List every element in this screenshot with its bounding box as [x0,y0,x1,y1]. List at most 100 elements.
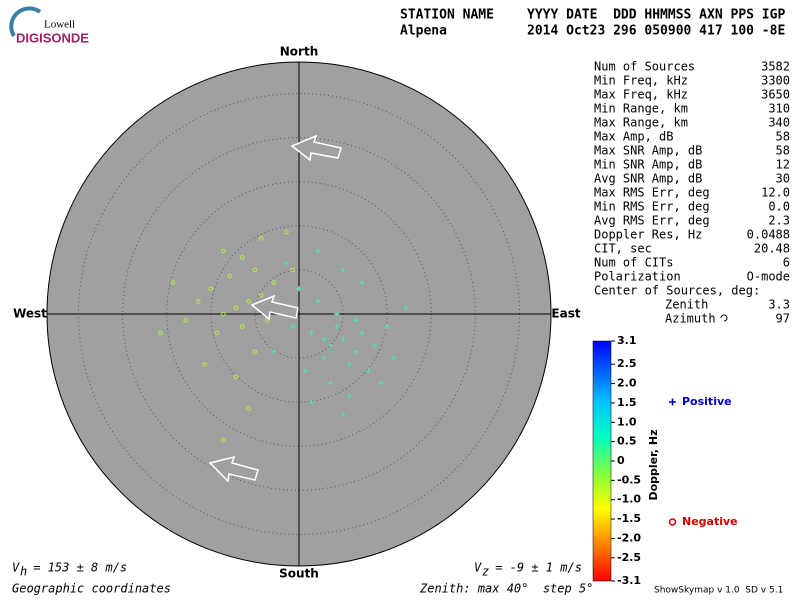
stat-label: Num of CITs [594,256,673,270]
point-negative [290,267,296,273]
legend-symbol [669,398,676,406]
point-negative [233,305,239,311]
center-value: 3.3 [768,298,790,312]
header-label: YYYY DATE DDD HHMMSS AXN PPS IGP [527,8,785,23]
stat-label: Min Freq, kHz [594,74,688,88]
stat-value: 20.48 [754,242,790,256]
vh-symbol: V [12,561,20,575]
point-positive [290,324,296,330]
header-values: 2014 Oct23 296 050900 417 100 -8E [527,24,785,39]
point-positive [346,393,352,399]
stat-value: 12.0 [761,186,790,200]
point-positive [340,267,346,273]
point-positive [353,349,359,355]
stat-value: 58 [776,130,790,144]
colorbar-tick-label: 2.0 [617,377,637,390]
point-positive [315,298,321,304]
stat-label: Num of Sources [594,60,695,74]
stat-label: Max Freq, kHz [594,88,688,102]
point-positive [378,380,384,386]
point-positive [321,336,327,342]
point-positive [328,380,333,386]
stat-label: Polarization [594,270,681,284]
point-negative [258,292,264,298]
point-positive [403,305,409,311]
point-negative [240,324,245,329]
stat-value: O-mode [747,270,790,284]
vh-value: = 153 ± 8 m/s [26,561,127,575]
stat-value: 30 [776,172,790,186]
point-positive [391,355,396,361]
point-negative [246,406,251,411]
legend-label: Negative [682,515,738,528]
stat-value: 12 [776,158,790,172]
point-positive [283,261,289,267]
point-negative [214,330,220,336]
point-positive [340,336,346,342]
point-negative [240,254,245,260]
direction-label: East [551,307,580,321]
point-positive [365,368,371,374]
stat-label: Min RMS Err, deg [594,200,710,214]
vz-sub: z [482,565,489,579]
point-positive [340,412,346,418]
drift-arrows [208,134,342,483]
point-negative [271,280,277,285]
colorbar-tick-label: 2.5 [617,357,637,370]
station-name: Alpena [400,24,447,39]
colorbar-tick-label: 1.5 [617,396,637,409]
stat-value: 3300 [761,74,790,88]
point-positive [359,330,365,336]
stat-label: CIT, sec [594,242,652,256]
center-title: Center of Sources, deg: [594,284,760,298]
stat-label: Max Range, km [594,116,688,130]
arrow [290,134,342,162]
stat-value: 6 [783,256,790,270]
stat-value: 340 [768,116,790,130]
stat-value: 0.0488 [747,228,790,242]
colorbar-tick-label: -1.0 [617,493,641,506]
colorbar-ticks: 3.1 2.5 2.0 1.5 1.0 0.5 0 -0.5 -1.0 -1.5 -2.0 -2.5 -… [611,334,641,587]
point-positive [334,324,340,330]
legend-symbol [668,518,677,526]
point-negative [208,286,214,292]
stat-label: Doppler Res, Hz [594,228,702,242]
point-negative [233,374,239,380]
direction-label: North [280,45,318,59]
point-negative [170,280,176,285]
stat-label: Avg SNR Amp, dB [594,172,702,186]
vz-symbol: V [474,561,482,575]
colorbar-tick-label: -1.5 [617,512,641,525]
stat-label: Min SNR Amp, dB [594,158,702,172]
colorbar-tick-label: 1.0 [617,415,637,428]
version: ShowSkymap v 1.0 SD v 5.1 [654,586,783,596]
colorbar-tick-label: 0.5 [617,435,637,448]
point-positive [384,324,390,330]
stats-table: Num of Sources 3582 Min Freq, kHz 3300 Max F… [594,60,790,284]
arrow [250,294,299,321]
logo-top: Lowell [44,19,75,31]
colorbar-tick-label: -2.0 [617,531,641,544]
stat-value: 3582 [761,60,790,74]
colorbar-label: Doppler, Hz [647,429,660,500]
point-negative [195,299,201,304]
vh-sub: h [20,565,27,579]
stat-label: Max SNR Amp, dB [594,144,702,158]
stat-label: Min Range, km [594,102,688,116]
colorbar-tick-label: -3.1 [617,574,641,587]
point-positive [346,361,352,367]
colorbar-tick-label: -0.5 [617,473,641,486]
stat-value: 310 [768,102,790,116]
logo-arc [9,6,42,38]
point-negative [252,349,258,355]
logo-bottom: DIGISONDE [16,30,89,45]
colorbar-tick-label: 0 [617,454,625,467]
point-negative [258,236,264,241]
point-positive [302,368,308,374]
stat-value: 3650 [761,88,790,102]
point-positive [359,280,365,285]
point-positive [309,330,315,336]
stat-label: Max RMS Err, deg [594,186,710,200]
arrow [208,455,259,483]
header-label: STATION NAME [400,8,494,23]
